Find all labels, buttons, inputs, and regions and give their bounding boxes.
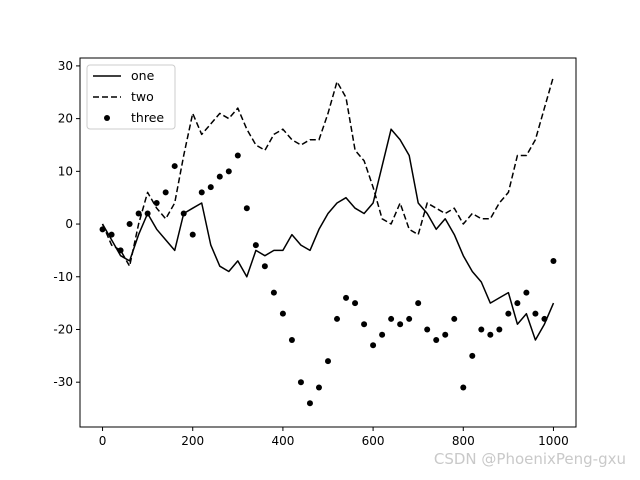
x-tick-label: 600 <box>362 434 385 448</box>
y-tick-label: 20 <box>58 112 73 126</box>
data-point <box>424 326 431 333</box>
data-point <box>397 321 404 328</box>
data-point <box>270 289 277 296</box>
data-point <box>379 331 386 338</box>
data-point <box>126 221 133 228</box>
data-point <box>343 294 350 301</box>
series-layer <box>99 76 557 407</box>
data-point <box>315 384 322 391</box>
y-tick-label: -20 <box>53 322 73 336</box>
data-point <box>153 199 160 206</box>
series-three <box>99 152 557 407</box>
data-point <box>388 315 395 322</box>
legend-box <box>86 64 176 130</box>
x-tick-label: 800 <box>452 434 475 448</box>
data-point <box>460 384 467 391</box>
data-point <box>514 300 521 307</box>
data-point <box>207 184 214 191</box>
legend-label-two: two <box>131 89 154 104</box>
data-point <box>288 337 295 344</box>
data-point <box>243 205 250 212</box>
data-point <box>306 400 313 407</box>
legend-label-three: three <box>131 110 164 125</box>
data-point <box>361 321 368 328</box>
data-point <box>261 263 268 270</box>
x-tick-label: 400 <box>271 434 294 448</box>
data-point <box>117 247 124 254</box>
data-point <box>325 358 331 365</box>
data-point <box>451 315 458 322</box>
series-line <box>101 76 555 267</box>
data-point <box>505 310 512 317</box>
plot-area <box>79 57 577 428</box>
data-point <box>225 168 232 175</box>
data-point <box>189 231 196 238</box>
legend-label-one: one <box>131 68 155 83</box>
watermark-text: CSDN @PhoenixPeng-gxu <box>433 450 626 468</box>
data-point <box>406 315 413 322</box>
series-two <box>101 76 555 267</box>
x-tick-label: 0 <box>99 434 107 448</box>
y-tick-label: 0 <box>65 217 73 231</box>
data-point <box>352 300 359 307</box>
y-tick-label: -10 <box>53 270 73 284</box>
y-tick-label: 30 <box>58 59 73 73</box>
data-point <box>135 210 142 217</box>
data-point <box>252 242 259 249</box>
data-point <box>370 342 377 349</box>
series-line <box>101 128 555 341</box>
data-point <box>550 257 557 264</box>
data-point <box>279 310 286 317</box>
data-point <box>541 315 548 322</box>
y-tick-label: -30 <box>53 375 73 389</box>
x-tick-label: 1000 <box>538 434 569 448</box>
data-point <box>198 189 205 196</box>
data-point <box>297 379 304 386</box>
data-point <box>334 315 341 322</box>
data-point <box>478 326 485 333</box>
data-point <box>144 210 151 217</box>
data-point <box>469 352 476 359</box>
data-point <box>216 173 223 180</box>
data-point <box>442 331 449 338</box>
x-tick-label: 200 <box>181 434 204 448</box>
data-point <box>433 337 440 344</box>
data-point <box>415 300 422 307</box>
data-point <box>108 231 115 238</box>
legend-marker <box>104 115 110 121</box>
data-point <box>180 210 187 217</box>
y-tick-label: 10 <box>58 164 73 178</box>
data-point <box>487 331 494 338</box>
data-point <box>99 226 106 233</box>
legend: one two three <box>86 64 176 130</box>
series-one <box>101 128 555 341</box>
data-point <box>532 310 539 317</box>
axes-layer: 0 200 400 600 800 1000 -30 -20 -10 0 10 20 30 <box>53 59 568 448</box>
data-point <box>523 289 530 296</box>
data-point <box>162 189 169 196</box>
data-point <box>171 163 178 170</box>
data-point <box>234 152 241 159</box>
data-point <box>496 326 503 333</box>
